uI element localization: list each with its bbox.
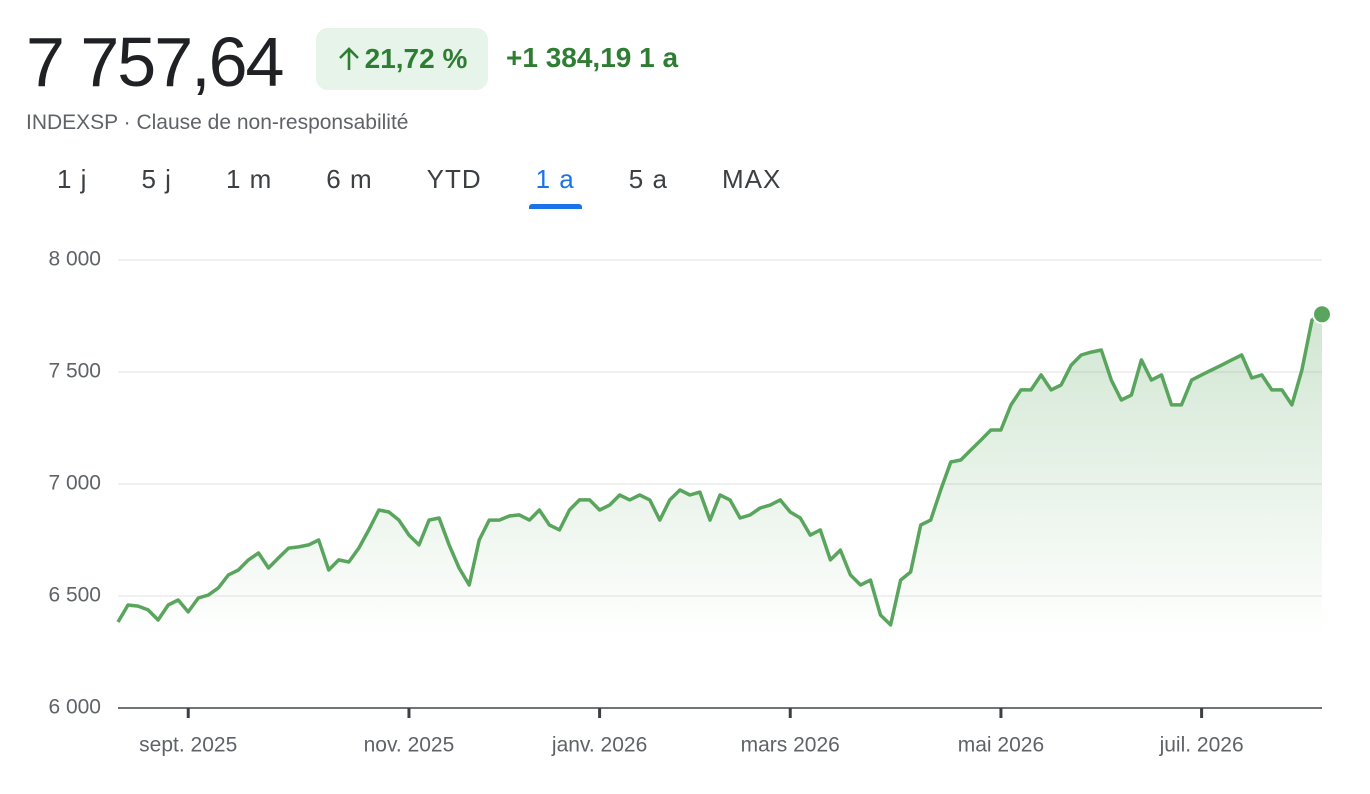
change-abs: +1 384,19 [506,42,632,73]
change-pct: 21,72 % [364,43,468,74]
up-arrow [338,47,359,70]
y-tick-label: 7 500 [48,360,101,383]
price-line [116,312,1323,627]
range-tab[interactable]: 5 a [628,164,668,194]
range-tab[interactable]: YTD [426,164,482,194]
range-tab[interactable]: 1 m [225,164,273,194]
subtitle: INDEXSP · Clause de non-responsabilité [26,111,409,134]
range-tab[interactable]: 6 m [326,164,373,194]
period: 1 a [639,42,679,73]
last-point [1312,304,1332,325]
y-tick-label: 8 000 [48,248,101,271]
change-badge: 21,72 % [316,28,488,90]
range-tab[interactable]: 1 a [509,160,602,209]
x-tick-label: janv. 2026 [551,734,647,757]
x-tick-label: nov. 2025 [364,734,455,757]
range-tab[interactable]: 5 j [141,164,172,194]
x-tick-label: juil. 2026 [1159,734,1244,757]
range-tab[interactable]: MAX [721,164,782,194]
change-abs-row: +1 384,19 1 a [506,42,678,74]
y-tick-label: 6 500 [48,584,101,607]
x-tick-label: sept. 2025 [139,734,237,757]
range-tab[interactable]: 1 j [57,164,88,194]
x-tick-label: mai 2026 [958,734,1044,757]
range-tabs: 1 j 5 j 1 m 6 m YTD 1 a 5 a MAX [30,160,808,209]
price: 7 757,64 [26,23,284,101]
x-tick-label: mars 2026 [741,734,840,757]
y-tick-label: 7 000 [48,472,101,495]
area [118,314,1322,638]
y-tick-label: 6 000 [48,696,101,719]
